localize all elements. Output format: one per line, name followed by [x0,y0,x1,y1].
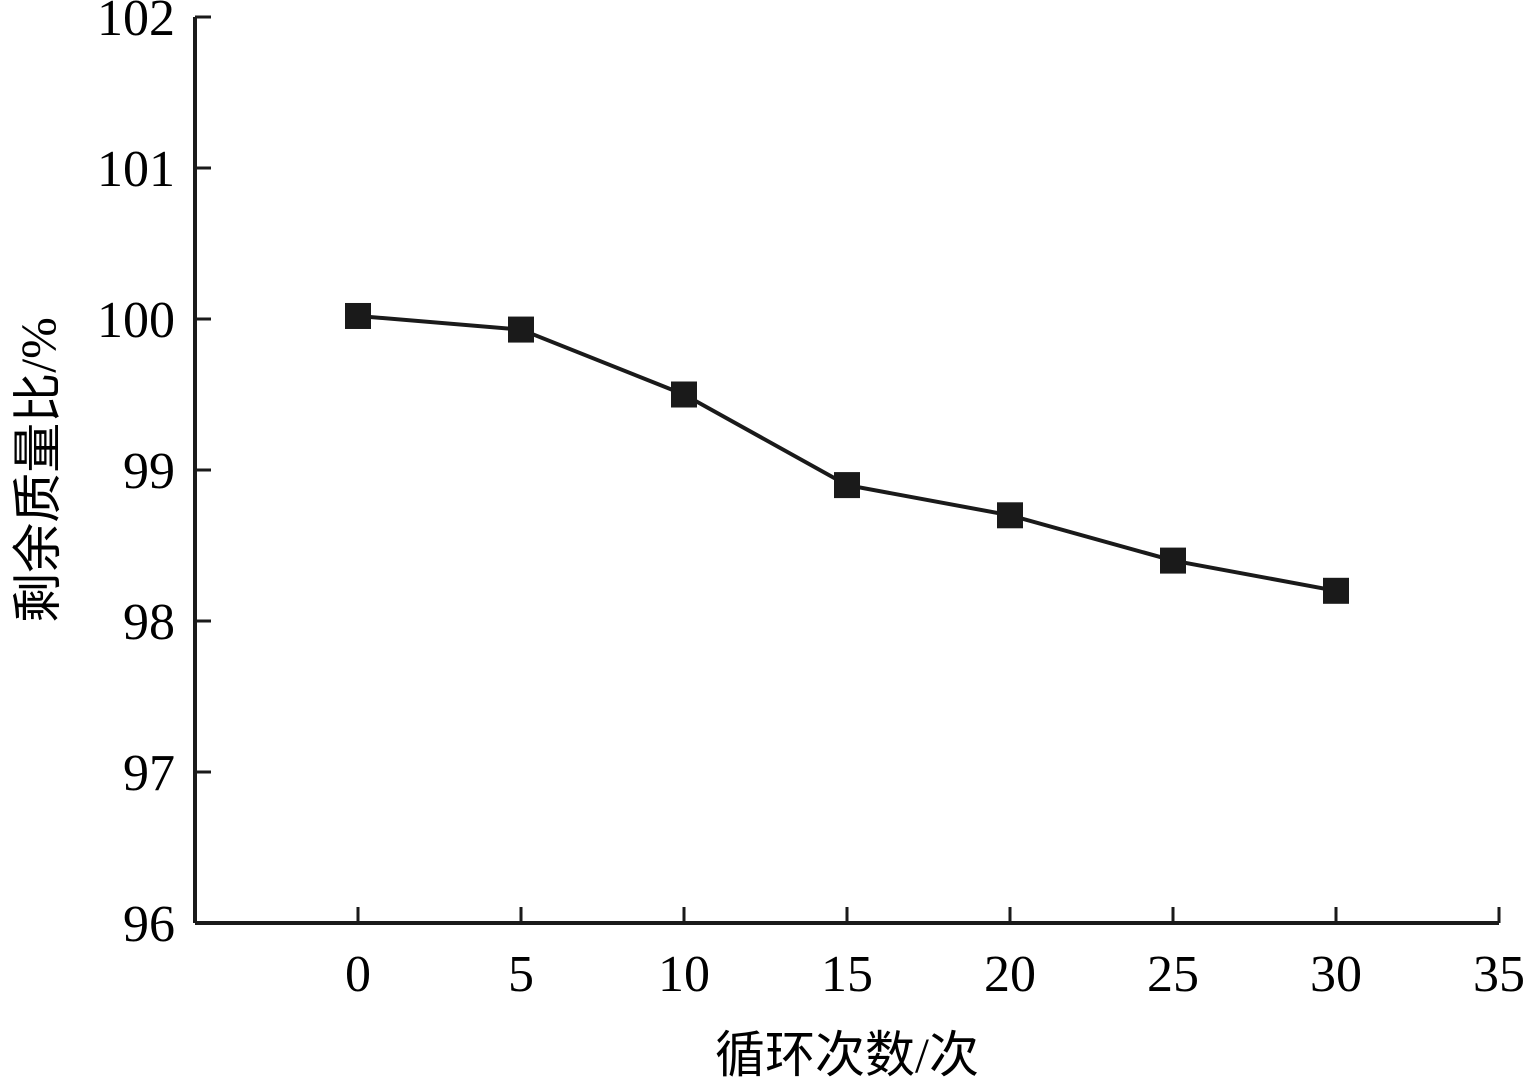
y-tick-label: 102 [97,0,175,47]
x-tick-label: 15 [821,946,873,1003]
data-point-square-marker [997,502,1023,529]
x-tick-label: 0 [345,946,371,1003]
x-tick-label: 20 [984,946,1036,1003]
y-tick-label: 99 [123,443,175,500]
x-tick-label: 30 [1310,946,1362,1003]
axes [193,17,1499,925]
data-series [345,302,1349,604]
data-point-square-marker [1323,577,1349,604]
x-axis-title: 循环次数/次 [715,1027,979,1083]
x-tick-label: 10 [658,946,710,1003]
series-line [357,313,1337,593]
y-tick-label: 101 [97,141,175,198]
data-point-square-marker [345,302,371,329]
x-tick-label: 25 [1147,946,1199,1003]
x-tick-label: 35 [1473,946,1525,1003]
data-point-square-marker [834,472,860,499]
x-tick-label: 5 [508,946,534,1003]
y-tick-label: 100 [97,292,175,349]
y-tick-label: 97 [123,745,175,802]
y-tick-label: 96 [123,896,175,953]
y-ticks: 96 97 98 99 100 101 102 [97,0,211,953]
data-point-square-marker [508,316,534,343]
x-ticks: 0 5 10 15 20 25 30 35 [345,907,1525,1003]
data-point-square-marker [671,381,697,408]
y-tick-label: 98 [123,594,175,651]
data-point-square-marker [1160,547,1186,574]
y-axis-title: 剩余质量比/% [10,317,66,623]
